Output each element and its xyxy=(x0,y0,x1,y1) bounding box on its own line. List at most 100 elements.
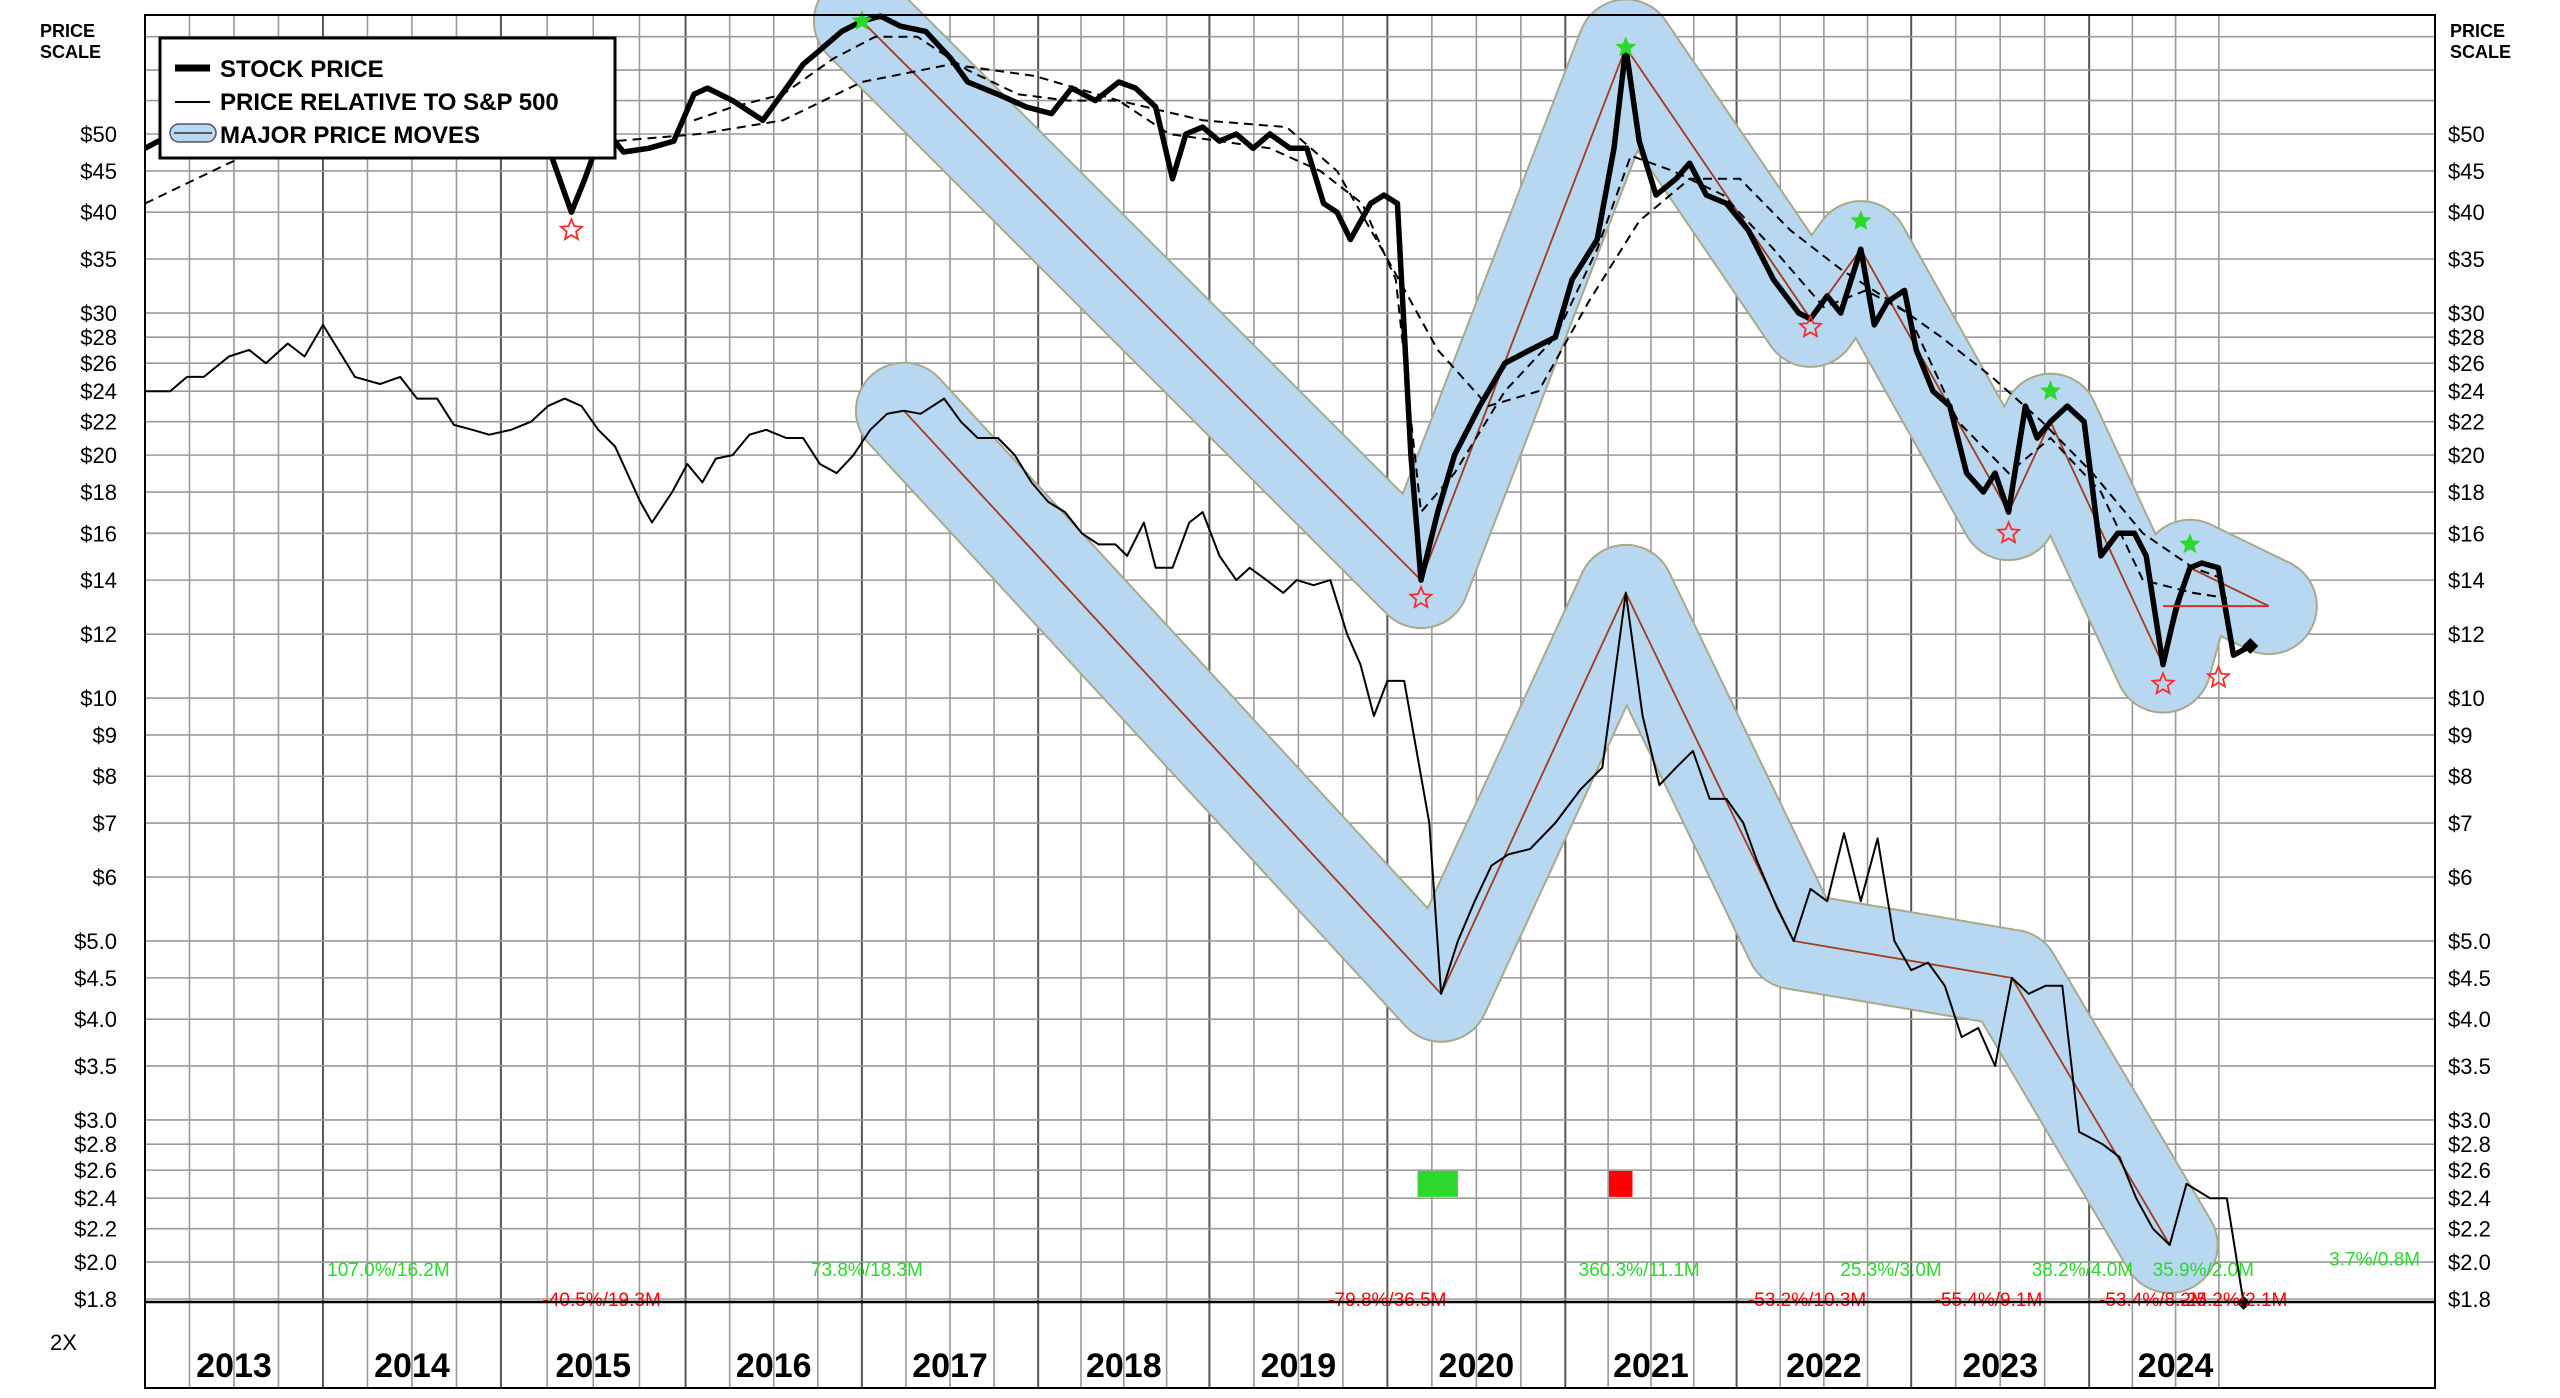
y-tick-label-left: $2.6 xyxy=(74,1158,117,1183)
moving-average-short-line xyxy=(693,35,2227,600)
y-tick-label-left: $4.0 xyxy=(74,1007,117,1032)
y-tick-label-left: $18 xyxy=(80,480,117,505)
y-tick-label-left: $28 xyxy=(80,325,117,350)
bottom-left-label: 2X xyxy=(50,1330,77,1355)
relative-to-sp500-line xyxy=(145,323,2245,1304)
stock-end-marker xyxy=(2242,638,2259,655)
plot-frame xyxy=(144,14,2436,1389)
y-tick-label-left: $24 xyxy=(80,379,117,404)
y-tick-label-left: $35 xyxy=(80,247,117,272)
x-tick-label-year: 2021 xyxy=(1613,1347,1689,1385)
move-annotation: 25.3%/3.0M xyxy=(1840,1260,1941,1281)
move-annotation: 38.2%/4.0M xyxy=(2032,1260,2133,1281)
y-tick-label-right: $2.0 xyxy=(2448,1250,2491,1275)
y-tick-label-left: $4.5 xyxy=(74,966,117,991)
trough-star-icon xyxy=(1797,313,1824,339)
y-tick-label-right: $3.5 xyxy=(2448,1054,2491,1079)
y-tick-label-left: $9 xyxy=(93,723,117,748)
y-tick-label-right: $7 xyxy=(2448,811,2472,836)
trough-star-icon xyxy=(1408,584,1434,609)
left-scale-title-line2: SCALE xyxy=(40,42,101,62)
y-tick-label-right: $24 xyxy=(2448,379,2485,404)
y-tick-label-left: $22 xyxy=(80,410,117,435)
y-tick-label-right: $45 xyxy=(2448,159,2485,184)
y-tick-label-left: $2.0 xyxy=(74,1250,117,1275)
grid xyxy=(144,15,2435,1388)
x-tick-label-year: 2020 xyxy=(1439,1347,1515,1385)
signal-box xyxy=(1417,1170,1458,1197)
y-tick-label-left: $3.0 xyxy=(74,1108,117,1133)
move-annotation: 3.7%/0.8M xyxy=(2329,1250,2420,1271)
right-scale-title-line1: PRICE xyxy=(2450,21,2505,41)
y-tick-label-right: $4.0 xyxy=(2448,1007,2491,1032)
y-tick-label-left: $10 xyxy=(80,686,117,711)
y-tick-label-left: $2.2 xyxy=(74,1217,117,1242)
peak-star-icon xyxy=(1850,210,1872,230)
trough-star-icon xyxy=(558,216,585,242)
y-tick-label-left: $45 xyxy=(80,159,117,184)
x-tick-label-year: 2016 xyxy=(736,1347,812,1385)
y-tick-label-right: $4.5 xyxy=(2448,966,2491,991)
y-tick-label-right: $1.8 xyxy=(2448,1287,2491,1312)
y-tick-label-right: $16 xyxy=(2448,521,2485,546)
y-tick-label-right: $2.2 xyxy=(2448,1217,2491,1242)
y-tick-label-right: $40 xyxy=(2448,200,2485,225)
move-annotation: 73.8%/18.3M xyxy=(811,1260,923,1281)
y-tick-label-right: $28 xyxy=(2448,325,2485,350)
x-tick-label-year: 2017 xyxy=(912,1347,988,1385)
move-annotation: -53.2%/10.3M xyxy=(1748,1290,1866,1311)
relative-move-centerline xyxy=(903,410,2171,1246)
peak-star-icon xyxy=(2040,380,2061,401)
y-tick-label-right: $2.4 xyxy=(2448,1186,2491,1211)
y-tick-label-right: $22 xyxy=(2448,410,2485,435)
y-tick-label-left: $3.5 xyxy=(74,1054,117,1079)
y-tick-label-left: $2.8 xyxy=(74,1132,117,1157)
y-tick-label-left: $40 xyxy=(80,200,117,225)
peak-trough-markers xyxy=(312,10,2259,1310)
y-tick-label-left: $6 xyxy=(93,865,117,890)
scale-titles: PRICE SCALE PRICE SCALE 2X xyxy=(40,21,2511,1355)
y-tick-label-left: $5.0 xyxy=(74,929,117,954)
y-tick-label-right: $2.6 xyxy=(2448,1158,2491,1183)
x-tick-label-year: 2018 xyxy=(1086,1347,1162,1385)
move-annotation: -55.4%/9.1M xyxy=(1935,1290,2043,1311)
stock-price-line xyxy=(143,13,2252,668)
x-tick-label-year: 2024 xyxy=(2138,1347,2214,1385)
y-tick-label-left: $26 xyxy=(80,351,117,376)
y-tick-label-right: $8 xyxy=(2448,764,2472,789)
y-tick-label-left: $1.8 xyxy=(74,1287,117,1312)
x-tick-label-year: 2023 xyxy=(1962,1347,2038,1385)
axes: $50 $50$45 $45$40 $40$35 $35$30 $30$28 $28$26 $… xyxy=(74,14,2491,1389)
legend-label-stock-price: STOCK PRICE xyxy=(220,56,384,83)
y-tick-label-left: $50 xyxy=(80,122,117,147)
move-annotation: -79.8%/36.5M xyxy=(1328,1290,1446,1311)
left-scale-title-line1: PRICE xyxy=(40,21,95,41)
x-tick-label-year: 2019 xyxy=(1261,1347,1337,1385)
y-tick-label-right: $26 xyxy=(2448,351,2485,376)
x-tick-label-year: 2014 xyxy=(374,1347,450,1385)
move-annotation: -25.2%/2.1M xyxy=(2180,1290,2288,1311)
y-tick-label-left: $30 xyxy=(80,301,117,326)
y-tick-label-right: $5.0 xyxy=(2448,929,2491,954)
y-tick-label-right: $20 xyxy=(2448,443,2485,468)
legend-label-major-moves: MAJOR PRICE MOVES xyxy=(220,122,480,149)
peak-star-icon xyxy=(1615,36,1637,57)
y-tick-label-right: $12 xyxy=(2448,622,2485,647)
y-tick-label-right: $30 xyxy=(2448,301,2485,326)
x-tick-label-year: 2015 xyxy=(555,1347,631,1385)
x-tick-label-year: 2013 xyxy=(196,1347,272,1385)
y-tick-label-right: $2.8 xyxy=(2448,1132,2491,1157)
trough-star-icon xyxy=(1995,519,2022,545)
move-annotation: -40.5%/19.3M xyxy=(543,1290,661,1311)
y-tick-label-right: $14 xyxy=(2448,568,2485,593)
right-scale-title-line2: SCALE xyxy=(2450,42,2511,62)
y-tick-label-left: $7 xyxy=(93,811,117,836)
peak-star-icon xyxy=(851,10,873,30)
y-tick-label-left: $2.4 xyxy=(74,1186,117,1211)
legend-box xyxy=(158,36,617,160)
y-tick-label-left: $12 xyxy=(80,622,117,647)
legend: STOCK PRICE PRICE RELATIVE TO S&P 500 MA… xyxy=(158,36,617,160)
move-annotation: -53.4%/8.2M xyxy=(2099,1290,2207,1311)
